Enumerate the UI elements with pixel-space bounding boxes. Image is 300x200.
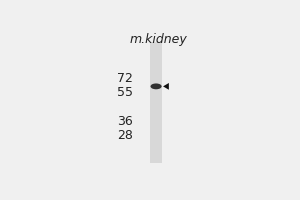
Text: 28: 28 (117, 129, 133, 142)
Bar (150, 42, 162, 163)
Text: m.kidney: m.kidney (130, 33, 187, 46)
Polygon shape (163, 83, 169, 90)
Text: 55: 55 (117, 86, 133, 99)
Text: 36: 36 (117, 115, 133, 128)
Text: 72: 72 (117, 72, 133, 85)
Ellipse shape (151, 83, 162, 89)
